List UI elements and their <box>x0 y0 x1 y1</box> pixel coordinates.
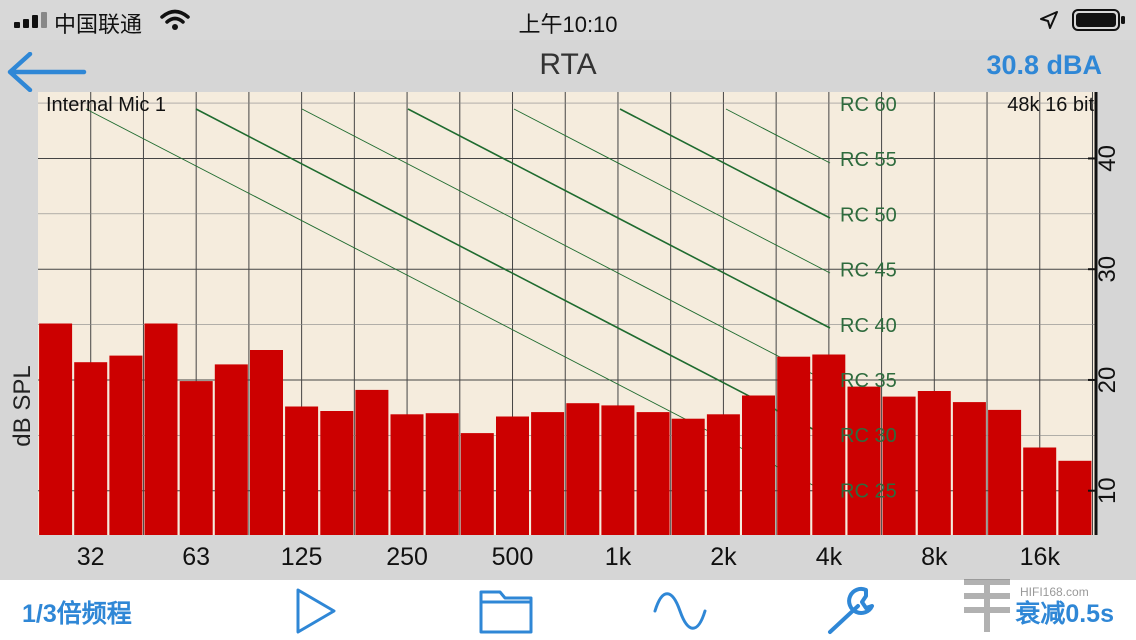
format-label: 48k 16 bit <box>1007 94 1094 116</box>
spectrum-bar <box>179 381 213 535</box>
y-tick-label: 40 <box>1094 145 1121 172</box>
rc-label: RC 55 <box>840 149 897 171</box>
input-label: Internal Mic 1 <box>46 94 166 116</box>
carrier-label: 中国联通 <box>54 12 143 37</box>
spectrum-bar <box>355 389 389 535</box>
spectrum-bar <box>425 413 459 535</box>
rc-label: RC 45 <box>840 260 897 282</box>
status-bar: 中国联通 上午10:10 <box>0 0 1136 40</box>
band-resolution-button[interactable]: 1/3倍频程 <box>22 600 132 628</box>
rc-curve <box>513 108 831 274</box>
spectrum-bar <box>460 433 494 535</box>
spectrum-bar <box>1023 447 1057 535</box>
spectrum-bar <box>390 414 424 535</box>
x-tick-label: 32 <box>77 543 105 571</box>
spectrum-bar <box>320 411 354 535</box>
spectrum-bar <box>285 406 319 535</box>
spectrum-bar <box>812 354 846 535</box>
rta-chart: 10 20 30 40 32 63 125 250 500 1k 2k 4k 8k 16k RC 60 R… <box>38 92 1121 571</box>
y-tick-label: 30 <box>1094 256 1121 283</box>
watermark-text: HIFI168.com <box>1020 585 1089 599</box>
rc-curve <box>619 108 831 219</box>
x-tick-label: 63 <box>182 543 210 571</box>
rc-label: RC 25 <box>840 480 897 502</box>
rc-label: RC 35 <box>840 370 897 392</box>
x-tick-label: 1k <box>605 543 632 571</box>
spectrum-bar <box>566 403 600 535</box>
spectrum-bar <box>214 364 248 535</box>
rc-curve <box>301 108 831 384</box>
rc-curve <box>85 108 831 495</box>
rc-label: RC 60 <box>840 94 897 116</box>
decay-time-button[interactable]: 衰减0.5s <box>1015 600 1114 628</box>
spectrum-bar <box>847 386 881 535</box>
spectrum-bar <box>952 402 986 535</box>
rc-label: RC 50 <box>840 204 897 226</box>
wifi-icon <box>160 9 190 30</box>
spectrum-bar <box>601 405 635 535</box>
back-arrow-icon[interactable] <box>4 52 88 92</box>
rta-plot-area: dB SPL 10 20 30 40 32 63 125 250 500 1k 2k 4k 8k 16k… <box>0 92 1136 580</box>
spectrum-bar <box>74 362 108 535</box>
spectrum-bar <box>39 323 73 535</box>
y-tick-label: 20 <box>1094 367 1121 394</box>
spectrum-bar <box>917 391 951 535</box>
location-arrow-icon <box>1040 11 1058 29</box>
spectrum-bar <box>988 409 1022 535</box>
x-tick-label: 16k <box>1020 543 1061 571</box>
folder-icon[interactable] <box>478 586 534 636</box>
clock: 上午10:10 <box>518 12 618 37</box>
spectrum-bar <box>882 396 916 535</box>
cell-signal-icon <box>14 12 47 28</box>
spectrum-bar <box>742 395 775 535</box>
page-title: RTA <box>539 48 597 81</box>
spectrum-bar <box>109 355 143 535</box>
rc-label: RC 40 <box>840 315 897 337</box>
spectrum-bar <box>496 416 529 535</box>
x-tick-label: 500 <box>492 543 534 571</box>
sine-wave-icon[interactable] <box>652 586 708 636</box>
spectrum-bar <box>671 418 705 535</box>
bottom-toolbar <box>0 580 1136 640</box>
rc-label: RC 30 <box>840 425 897 447</box>
spectrum-bar <box>777 356 811 535</box>
nav-bar <box>0 40 1136 92</box>
spectrum-bar <box>1058 460 1092 535</box>
x-tick-label: 250 <box>386 543 428 571</box>
x-tick-label: 125 <box>281 543 323 571</box>
y-tick-label: 10 <box>1094 477 1121 504</box>
spectrum-bar <box>144 323 178 535</box>
spectrum-bar <box>636 412 670 535</box>
wrench-icon[interactable] <box>822 586 878 636</box>
rc-curve <box>725 108 831 164</box>
rc-curve <box>195 108 831 439</box>
rc-curve <box>407 108 831 329</box>
x-tick-label: 8k <box>921 543 948 571</box>
x-tick-label: 4k <box>816 543 843 571</box>
x-tick-label: 2k <box>710 543 737 571</box>
battery-icon <box>1072 9 1125 31</box>
play-icon[interactable] <box>288 586 344 636</box>
spectrum-bar <box>250 350 283 535</box>
spectrum-bar <box>706 414 740 535</box>
level-readout: 30.8 dBA <box>986 50 1102 80</box>
spectrum-bar <box>531 412 565 535</box>
